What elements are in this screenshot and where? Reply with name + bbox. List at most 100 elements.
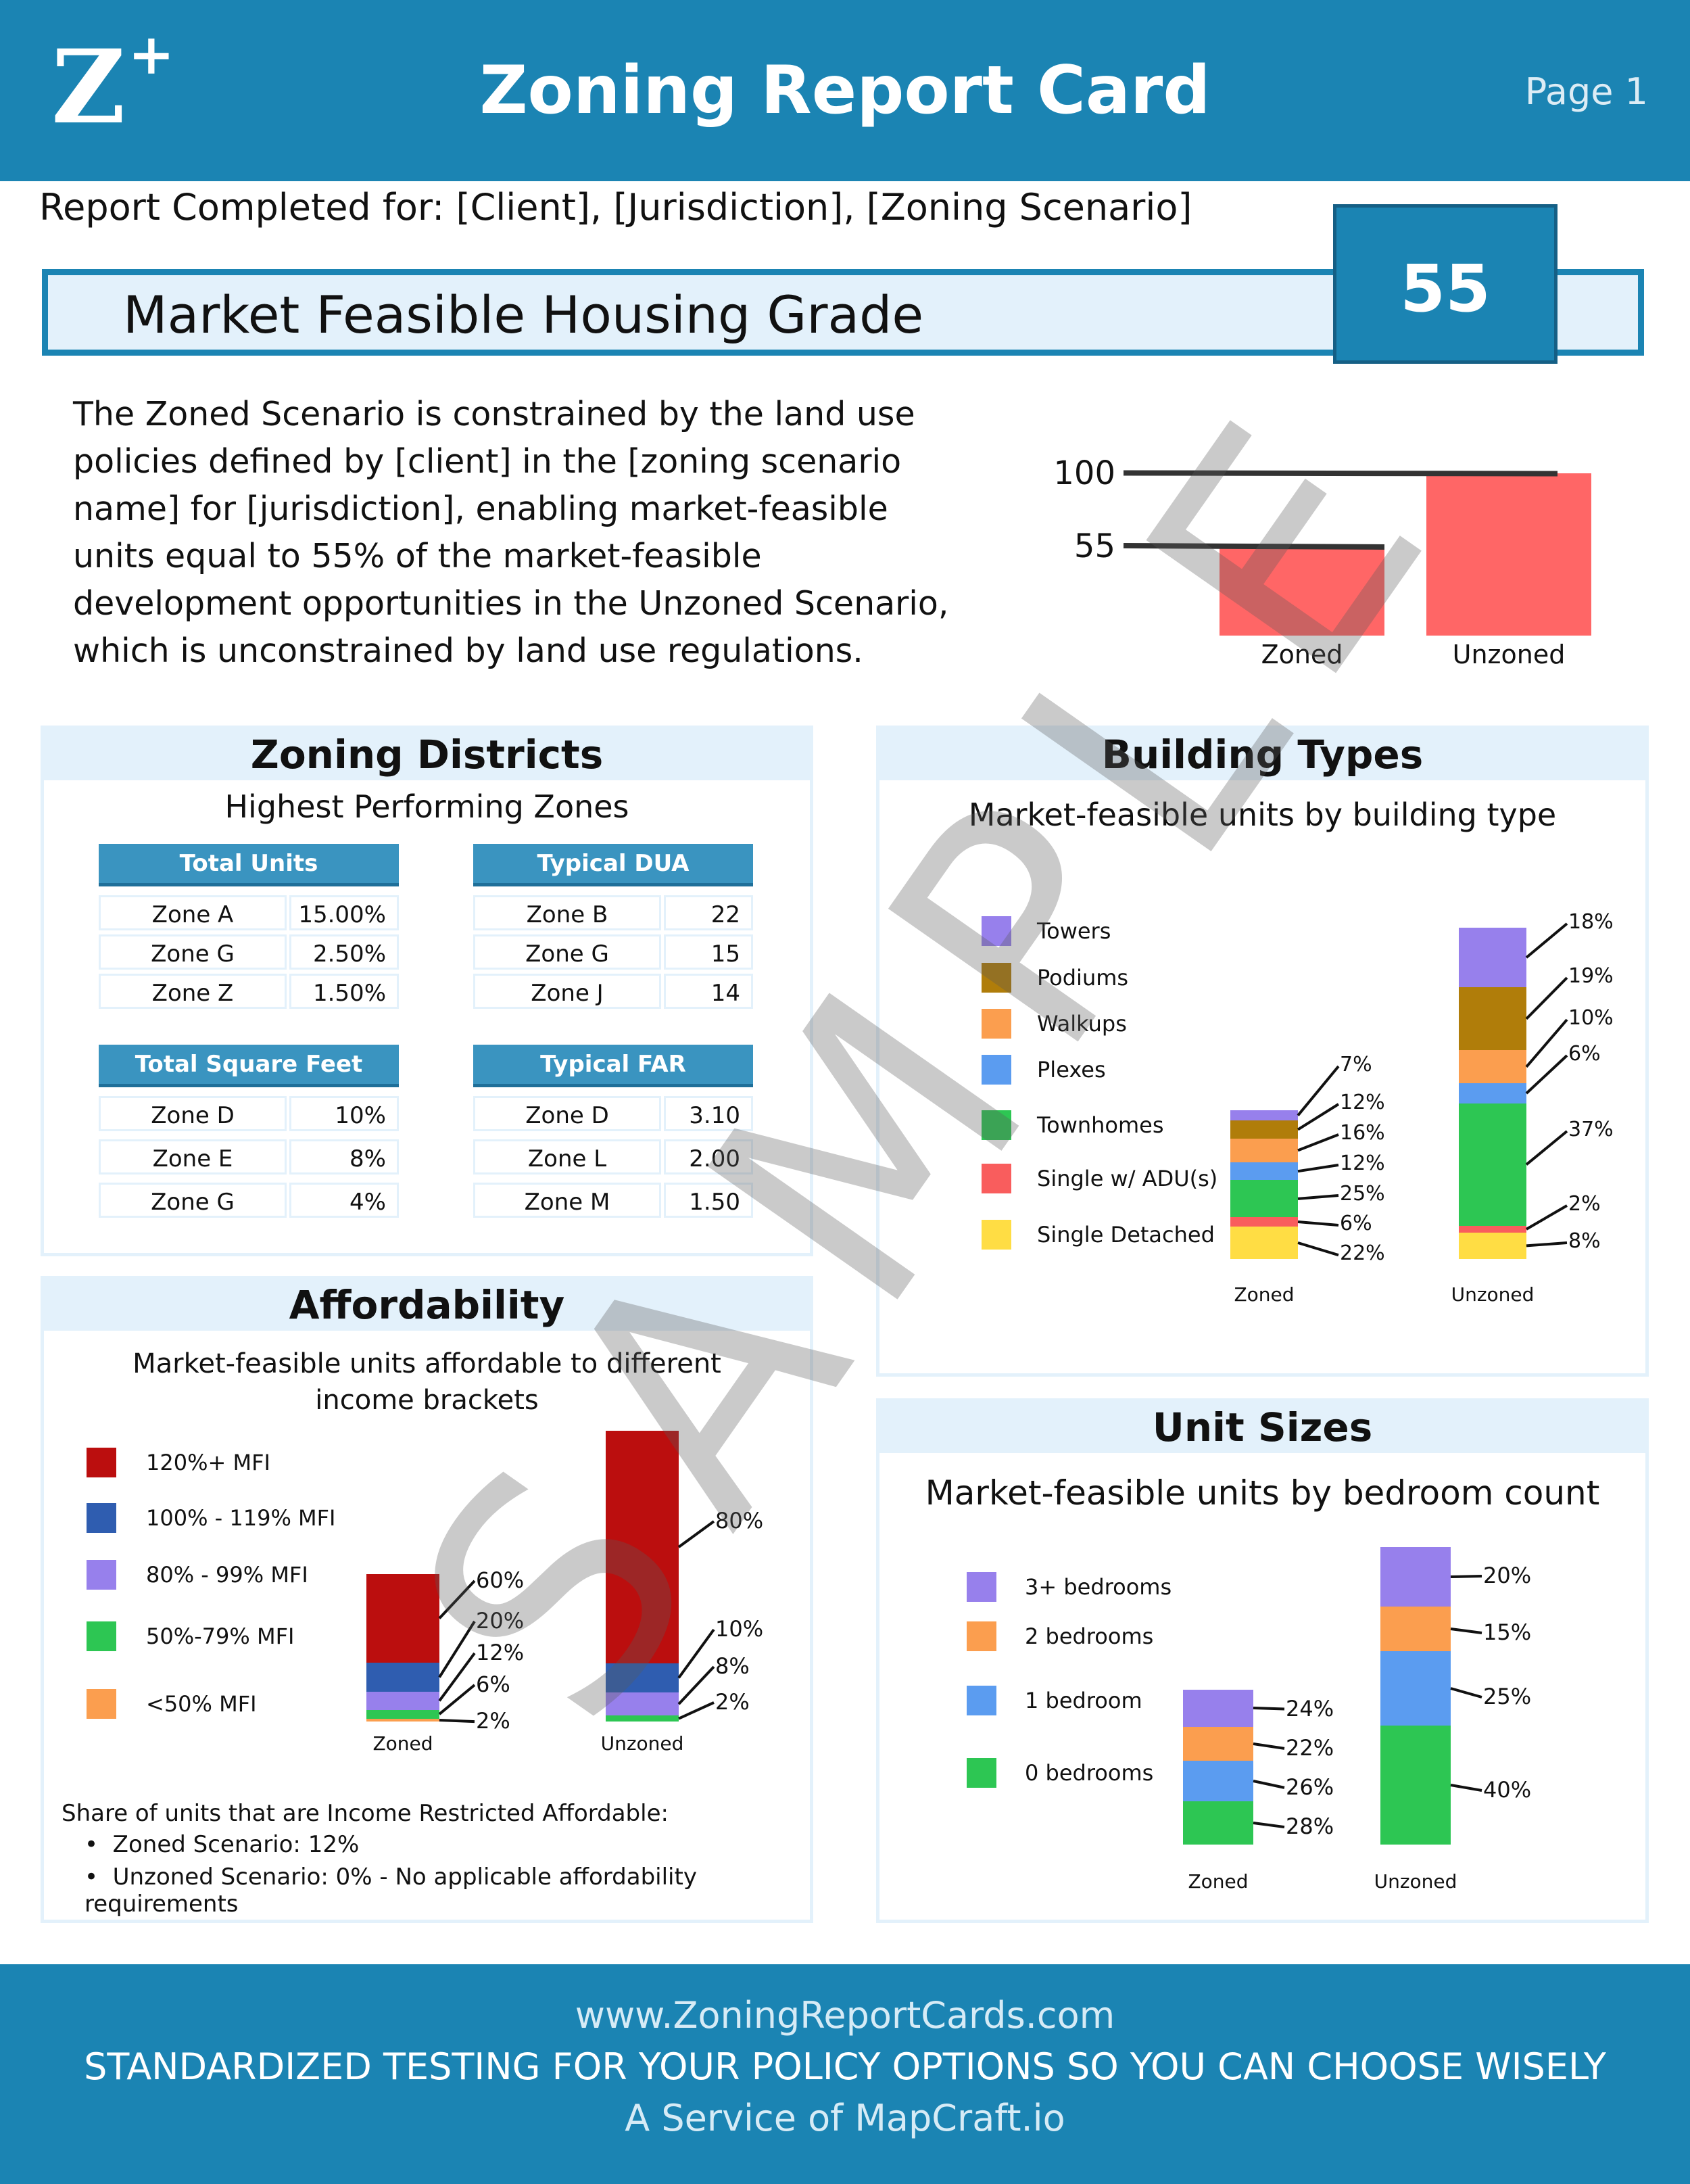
- legend-swatch: [982, 1164, 1011, 1193]
- zone-name-cell: Zone D: [99, 1096, 287, 1131]
- footer-url[interactable]: www.ZoningReportCards.com: [575, 1994, 1115, 2037]
- stack-value-label: 8%: [1568, 1229, 1601, 1253]
- zone-value-cell: 15: [664, 934, 753, 970]
- zone-value-cell: 14: [664, 974, 753, 1009]
- legend-label: 2 bedrooms: [1025, 1623, 1154, 1649]
- zone-name-cell: Zone G: [99, 1183, 287, 1218]
- label-leader-line: [1525, 976, 1568, 1020]
- stack-segment: [366, 1662, 439, 1692]
- stack-value-label: 19%: [1568, 964, 1614, 988]
- grade-bar-unzoned: [1426, 473, 1591, 636]
- label-leader-line: [438, 1652, 476, 1702]
- label-leader-line: [1297, 1133, 1339, 1152]
- zone-value-cell: 8%: [289, 1139, 399, 1174]
- label-leader-line: [678, 1701, 715, 1720]
- stack-value-label: 12%: [476, 1640, 525, 1665]
- stack-segment: [1183, 1726, 1253, 1761]
- legend-label: Plexes: [1037, 1057, 1106, 1083]
- stack-value-label: 2%: [1568, 1192, 1601, 1216]
- affordability-panel: Affordability Market-feasible units affo…: [41, 1276, 813, 1923]
- zone-name-cell: Zone L: [473, 1139, 661, 1174]
- grade-title: Market Feasible Housing Grade: [123, 285, 924, 345]
- zone-table-row: Zone B 22: [473, 895, 753, 930]
- stack-value-label: 26%: [1286, 1774, 1334, 1800]
- stack-value-label: 20%: [1483, 1563, 1532, 1588]
- zone-name-cell: Zone G: [99, 934, 287, 970]
- stack-value-label: 7%: [1340, 1053, 1372, 1076]
- stack-segment: [1230, 1226, 1298, 1259]
- legend-label: 80% - 99% MFI: [146, 1562, 308, 1588]
- stack-value-label: 22%: [1286, 1735, 1334, 1761]
- affordability-bullet-unzoned: • Unzoned Scenario: 0% - No applicable a…: [84, 1863, 697, 1918]
- stack-segment: [1380, 1651, 1451, 1726]
- stack-segment: [1380, 1607, 1451, 1651]
- stack-segment: [366, 1574, 439, 1663]
- legend-label: Townhomes: [1037, 1112, 1164, 1138]
- legend-swatch: [967, 1758, 996, 1788]
- building-types-title: Building Types: [879, 729, 1645, 780]
- zone-value-cell: 3.10: [664, 1096, 753, 1131]
- stack-segment: [1230, 1138, 1298, 1162]
- stack-segment: [606, 1692, 679, 1716]
- label-leader-line: [1525, 922, 1568, 959]
- zoning-districts-subtitle: Highest Performing Zones: [224, 788, 629, 825]
- legend-swatch: [982, 963, 1011, 993]
- zone-value-cell: 10%: [289, 1096, 399, 1131]
- zone-table-header: Total Square Feet: [99, 1045, 399, 1087]
- legend-label: 50%-79% MFI: [146, 1623, 295, 1649]
- zoning-districts-title: Zoning Districts: [44, 729, 810, 780]
- stack-value-label: 18%: [1568, 910, 1614, 934]
- zone-value-cell: 4%: [289, 1183, 399, 1218]
- footer-tagline: STANDARDIZED TESTING FOR YOUR POLICY OPT…: [84, 2045, 1606, 2088]
- affordability-subtitle: Market-feasible units affordable to diff…: [44, 1346, 810, 1419]
- grade-xlabel: Zoned: [1261, 640, 1343, 669]
- zone-table-row: Zone G 15: [473, 934, 753, 970]
- grade-reference-label: 55: [1073, 527, 1115, 565]
- grade-summary-text: The Zoned Scenario is constrained by the…: [73, 395, 949, 670]
- legend-label: Podiums: [1037, 965, 1129, 991]
- stack-value-label: 6%: [1340, 1212, 1372, 1235]
- stack-value-label: 40%: [1483, 1777, 1532, 1803]
- stack-segment: [1380, 1726, 1451, 1845]
- stack-xlabel: Unzoned: [1374, 1870, 1457, 1893]
- zone-name-cell: Zone D: [473, 1096, 661, 1131]
- zone-value-cell: 22: [664, 895, 753, 930]
- label-leader-line: [1525, 1018, 1568, 1068]
- zone-name-cell: Zone Z: [99, 974, 287, 1009]
- legend-label: <50% MFI: [146, 1691, 257, 1717]
- zone-name-cell: Zone B: [473, 895, 661, 930]
- header-bar: [0, 0, 1690, 181]
- unit-sizes-panel: Unit Sizes Market-feasible units by bedr…: [876, 1398, 1649, 1923]
- zone-value-cell: 1.50: [664, 1183, 753, 1218]
- label-leader-line: [438, 1684, 476, 1715]
- zone-table-row: Zone L 2.00: [473, 1139, 753, 1174]
- label-leader-line: [1450, 1575, 1482, 1578]
- stack-xlabel: Zoned: [1234, 1283, 1295, 1306]
- stack-value-label: 22%: [1340, 1241, 1385, 1265]
- label-leader-line: [1253, 1742, 1285, 1750]
- stack-value-label: 8%: [715, 1653, 750, 1679]
- grade-score-badge: 55: [1333, 204, 1558, 364]
- label-leader-line: [1253, 1780, 1285, 1789]
- stack-value-label: 6%: [476, 1671, 510, 1697]
- footer-service: A Service of MapCraft.io: [625, 2097, 1065, 2139]
- label-leader-line: [1297, 1065, 1340, 1116]
- stack-segment: [606, 1431, 679, 1663]
- label-leader-line: [677, 1520, 715, 1548]
- grade-reference-line: [1123, 470, 1558, 477]
- stack-segment: [1230, 1180, 1298, 1218]
- grade-chart: Zoned Unzoned 100 55: [1041, 433, 1591, 683]
- legend-label: Single w/ ADU(s): [1037, 1166, 1218, 1191]
- zone-table-row: Zone D 10%: [99, 1096, 399, 1131]
- stack-value-label: 20%: [476, 1608, 525, 1634]
- stack-value-label: 28%: [1286, 1813, 1334, 1839]
- legend-label: 3+ bedrooms: [1025, 1574, 1172, 1600]
- grade-reference-line: [1123, 542, 1385, 550]
- stack-segment: [1459, 1226, 1526, 1233]
- legend-label: Towers: [1037, 918, 1111, 944]
- legend-label: 1 bedroom: [1025, 1688, 1142, 1713]
- zone-table-row: Zone E 8%: [99, 1139, 399, 1174]
- legend-swatch: [87, 1448, 116, 1477]
- stack-value-label: 25%: [1340, 1182, 1385, 1206]
- stack-xlabel: Zoned: [372, 1732, 433, 1755]
